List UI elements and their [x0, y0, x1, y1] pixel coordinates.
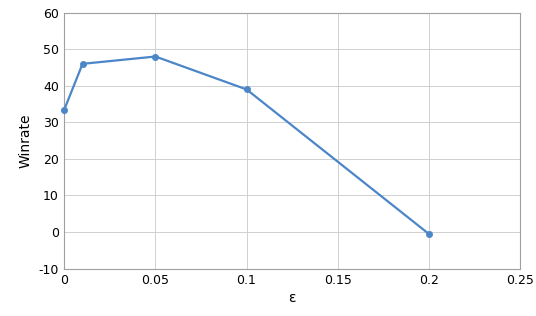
- X-axis label: ε: ε: [288, 291, 296, 305]
- Y-axis label: Winrate: Winrate: [19, 113, 33, 168]
